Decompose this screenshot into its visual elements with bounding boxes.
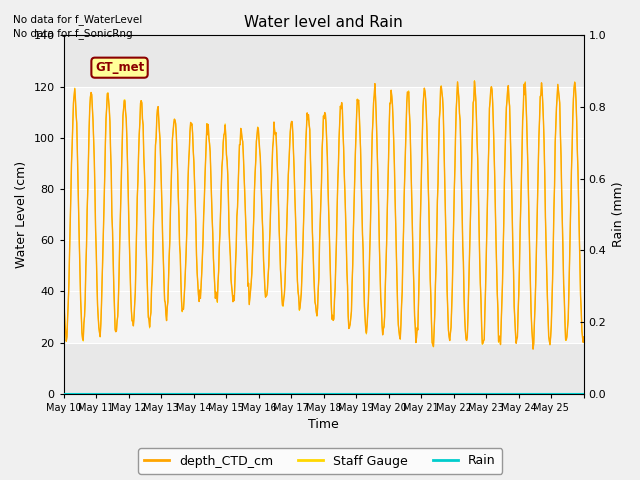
Text: GT_met: GT_met <box>95 61 144 74</box>
Bar <box>64 86 584 343</box>
X-axis label: Time: Time <box>308 419 339 432</box>
Text: No data for f_SonicRng: No data for f_SonicRng <box>13 28 132 39</box>
Y-axis label: Rain (mm): Rain (mm) <box>612 182 625 247</box>
Y-axis label: Water Level (cm): Water Level (cm) <box>15 161 28 268</box>
Text: No data for f_WaterLevel: No data for f_WaterLevel <box>13 13 142 24</box>
Title: Water level and Rain: Water level and Rain <box>244 15 403 30</box>
Legend: depth_CTD_cm, Staff Gauge, Rain: depth_CTD_cm, Staff Gauge, Rain <box>138 448 502 474</box>
